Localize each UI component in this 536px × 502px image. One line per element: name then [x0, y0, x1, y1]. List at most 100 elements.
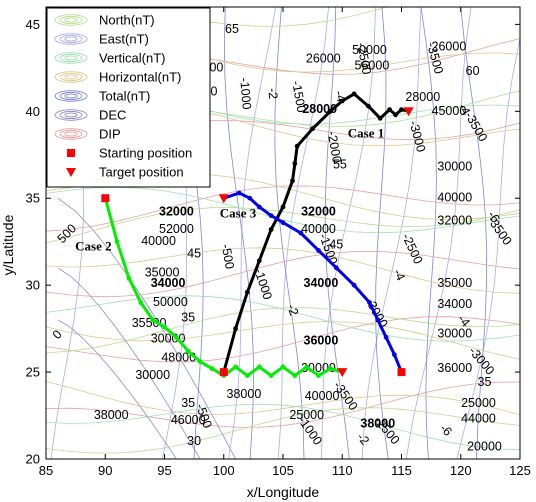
contour-value-label: -2500	[354, 42, 373, 76]
trajectory-point	[316, 248, 321, 253]
field-contour	[46, 186, 520, 234]
total-contour	[324, 7, 350, 459]
trajectory-point	[197, 359, 203, 364]
trajectory-point	[365, 103, 371, 109]
case-label: Case 1	[348, 125, 384, 140]
case-labels: Case 1 Case 2 Case 3	[75, 125, 384, 253]
trajectory-point	[339, 98, 345, 104]
legend-symbol-icon	[64, 74, 78, 80]
east-contour	[361, 7, 422, 459]
contour-value-label: 40000	[301, 222, 336, 236]
legend-item: North(nT)	[54, 13, 155, 28]
contour-value-label: 36000	[437, 361, 472, 375]
contour-value-label: -500	[219, 243, 237, 270]
trajectory-point	[294, 143, 300, 149]
legend-symbol-icon	[59, 91, 83, 101]
legend-symbol-icon	[59, 34, 83, 44]
contour-value-label: 32000	[301, 205, 336, 219]
trajectory-point	[256, 258, 262, 264]
contour-value-label: 26000	[432, 40, 467, 54]
position-markers	[101, 107, 414, 378]
contour-value-label: 38000	[360, 417, 395, 431]
field-contour	[46, 381, 520, 416]
trajectory-point	[245, 373, 250, 378]
trajectory-point	[114, 239, 120, 245]
contour-value-label: 35	[478, 375, 492, 389]
legend: North(nT) East(nT) Vertical(nT) Horizontal(…	[46, 7, 211, 188]
field-contour	[46, 316, 520, 363]
legend-square-icon	[67, 149, 75, 157]
contour-value-label: 34000	[437, 297, 472, 311]
contour-value-label: 40000	[437, 191, 472, 205]
x-tick-label: 120	[450, 463, 472, 478]
legend-symbol-icon	[54, 90, 88, 102]
trajectory-point	[304, 364, 310, 370]
x-tick-label: 100	[213, 463, 235, 478]
legend-label: DEC	[99, 108, 126, 123]
contour-value-label: 40000	[141, 234, 176, 248]
contour-value-label: 56000	[355, 59, 390, 73]
contour-value-label: 35	[181, 396, 195, 410]
trajectory-point	[292, 161, 298, 166]
contour-value-label: -1000	[237, 77, 254, 110]
trajectory-point	[351, 91, 357, 97]
trajectory-point	[209, 366, 215, 371]
contour-value-label: -1500	[289, 80, 308, 114]
legend-label: Starting position	[99, 146, 192, 161]
trajectory-point	[268, 213, 274, 219]
case-label: Case 2	[75, 238, 111, 253]
total-contour	[223, 7, 254, 459]
trajectory-point	[162, 324, 167, 330]
field-contour	[46, 207, 520, 244]
east-contour	[321, 7, 376, 459]
trajectory-point	[233, 326, 239, 331]
contour-value-label: 45000	[432, 104, 467, 118]
trajectory-point	[138, 300, 144, 305]
legend-symbol-icon	[54, 71, 88, 83]
contour-value-label: 30000	[135, 368, 170, 382]
contour-value-label: 65	[225, 22, 239, 36]
legend-symbol-icon	[54, 52, 88, 64]
contour-value-label: 32000	[159, 205, 194, 219]
trajectory-point	[256, 364, 262, 370]
east-contour	[405, 7, 472, 459]
legend-symbol-icon	[54, 109, 88, 121]
contour-value-label: -4	[391, 267, 408, 283]
legend-label: Horizontal(nT)	[99, 70, 181, 85]
contour-value-label: 60	[466, 64, 480, 78]
contour-value-label: 34000	[151, 276, 186, 290]
legend-symbol-icon	[64, 131, 78, 137]
trajectory-point	[268, 373, 274, 378]
contour-value-label: 48000	[161, 351, 196, 365]
contour-value-label: 35000	[145, 266, 180, 280]
trajectory-point	[393, 112, 398, 118]
field-contour	[46, 307, 520, 354]
y-tick-label: 25	[26, 365, 40, 380]
contour-value-label: 32000	[437, 213, 472, 227]
target-position-marker	[218, 194, 229, 204]
x-tick-label: 115	[391, 463, 412, 478]
contour-value-label: 35000	[437, 276, 472, 290]
contour-value-label: -2000	[325, 130, 344, 164]
trajectory-point	[298, 230, 304, 236]
contour-value-label: 52000	[159, 222, 194, 236]
contour-value-label: 34000	[304, 276, 339, 290]
contour-value-label: 26000	[306, 52, 341, 66]
trajectory-point	[383, 334, 389, 340]
legend-label: Total(nT)	[99, 89, 150, 104]
x-tick-label: 125	[509, 463, 531, 478]
legend-symbol-icon	[64, 55, 78, 61]
y-tick-label: 30	[26, 278, 40, 293]
legend-symbol-icon	[54, 33, 88, 45]
trajectory-point	[392, 352, 397, 358]
trajectory-point	[268, 227, 274, 232]
trajectory-point	[316, 373, 321, 378]
trajectory-point	[185, 348, 191, 354]
legend-item: Vertical(nT)	[54, 51, 165, 66]
axes: 85 90 95 100 105 110 115 120 125 20 25 30 35 40 45	[26, 7, 531, 478]
x-tick-label: 110	[332, 463, 353, 478]
y-tick-label: 40	[26, 104, 40, 119]
contour-value-label: 50000	[352, 43, 387, 57]
legend-symbol-icon	[59, 110, 83, 120]
